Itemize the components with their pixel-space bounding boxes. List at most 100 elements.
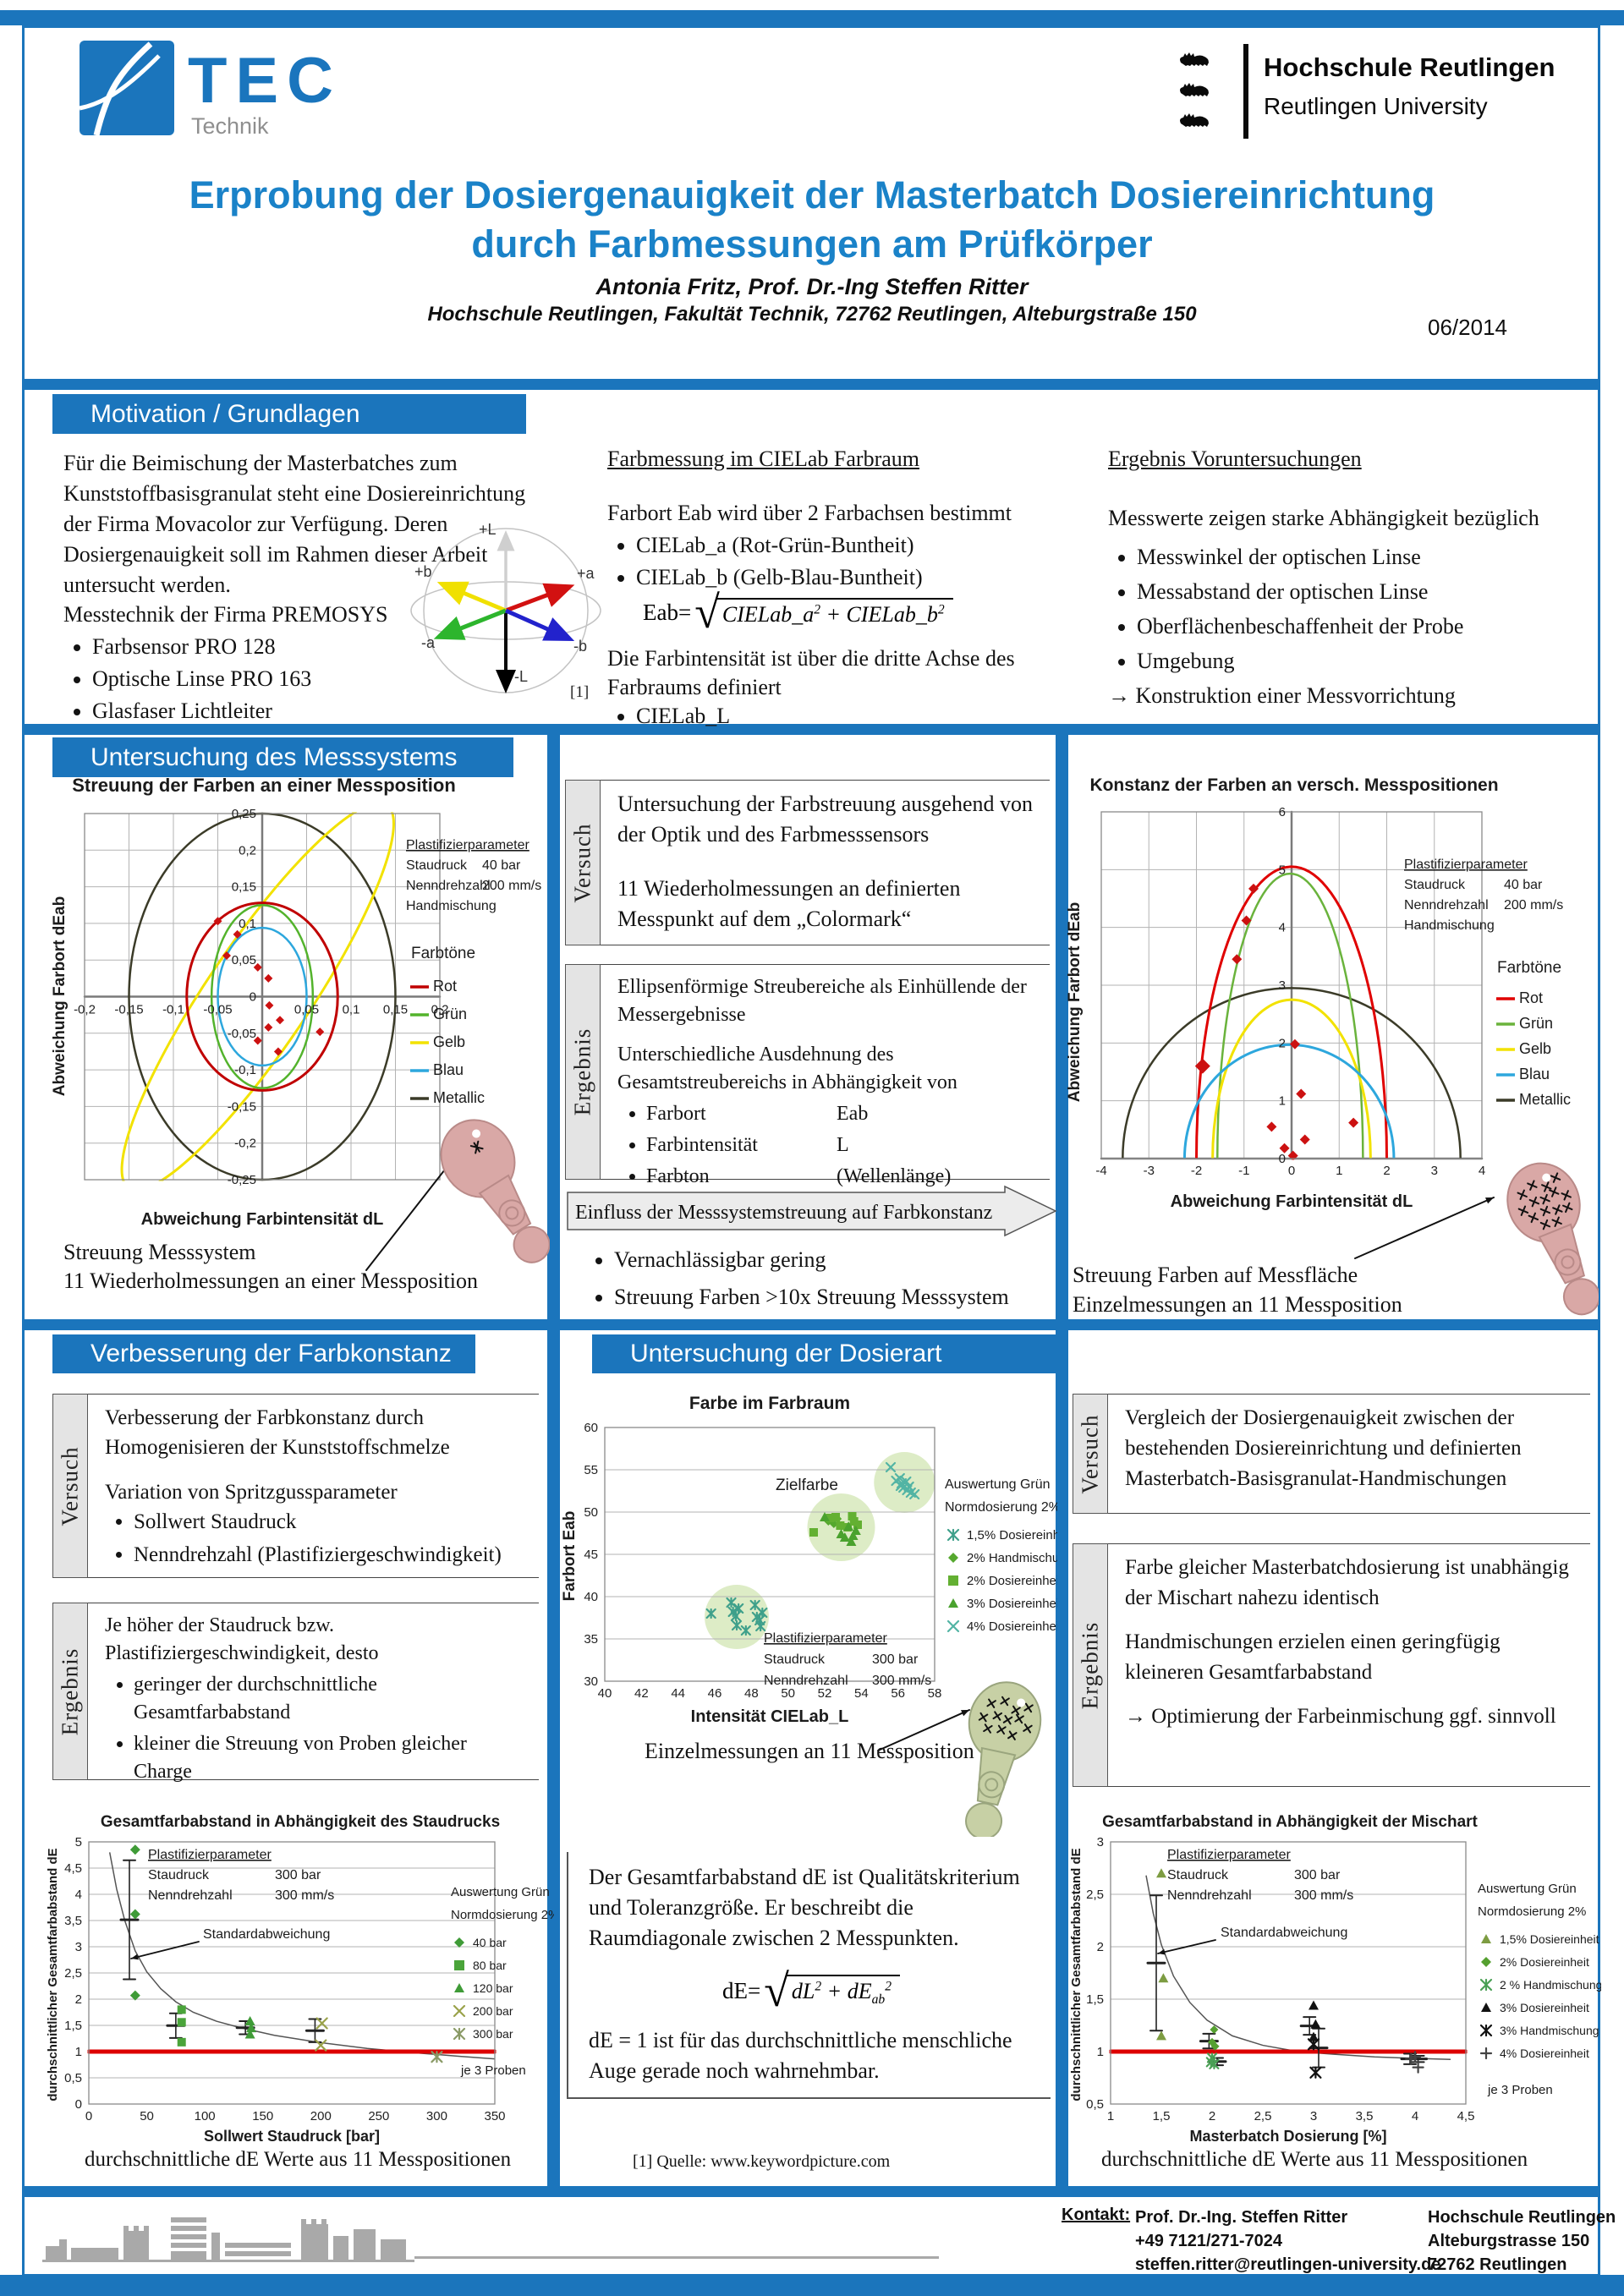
- chart-c-caption: Einzelmessungen an 11 Messposition: [645, 1739, 974, 1763]
- ergebnis-bullets: geringer der durchschnittliche Gesamtfar…: [105, 1671, 527, 1786]
- svg-text:2% Handmischung: 2% Handmischung: [967, 1551, 1057, 1565]
- cielab-sphere-figure: +L +b +a -a -b -L [1]: [396, 484, 620, 710]
- svg-text:3: 3: [1431, 1164, 1438, 1178]
- svg-text:3,5: 3,5: [1356, 2109, 1374, 2123]
- motivation-paragraph: Für die Beimischung der Masterbatches zu…: [63, 451, 526, 597]
- ergebnis-text: Unterschiedliche Ausdehnung des Gesamtst…: [617, 1044, 957, 1093]
- bullet-item: Glasfaser Lichtleiter: [92, 697, 566, 726]
- chart-staudruck: 0 50 100 150 200 250 300 350 0 0,5 1 1,5 2 2,5 3 3,5 4 4,…: [47, 1813, 554, 2145]
- svg-text:0,25: 0,25: [232, 807, 256, 821]
- svg-text:80 bar: 80 bar: [473, 1959, 507, 1972]
- svg-text:2: 2: [1279, 1036, 1286, 1050]
- svg-text:35: 35: [584, 1632, 598, 1647]
- svg-text:Staudruck: Staudruck: [148, 1868, 210, 1882]
- svg-text:2,5: 2,5: [1254, 2109, 1272, 2123]
- svg-text:3% Handmischung: 3% Handmischung: [1500, 2024, 1599, 2037]
- svg-text:Standardabweichung: Standardabweichung: [203, 1927, 330, 1942]
- svg-text:30: 30: [584, 1674, 598, 1689]
- address-city: 72762 Reutlingen: [1428, 2255, 1567, 2274]
- svg-text:4: 4: [1479, 1164, 1485, 1178]
- svg-text:Nenndrehzahl: Nenndrehzahl: [406, 879, 491, 893]
- svg-text:3: 3: [1097, 1835, 1104, 1849]
- vertical-divider-left: [547, 735, 560, 2186]
- test-specimen-icon: [365, 1119, 550, 1271]
- svg-text:48: 48: [744, 1686, 759, 1701]
- svg-text:-0,15: -0,15: [114, 1003, 143, 1017]
- svg-text:40: 40: [584, 1590, 598, 1604]
- svg-text:1,5% Dosiereinheit: 1,5% Dosiereinheit: [1500, 1932, 1599, 1946]
- svg-text:2: 2: [1097, 1940, 1104, 1954]
- axis-label-minus-b: -b: [573, 638, 588, 655]
- svg-text:40 bar: 40 bar: [1504, 878, 1543, 892]
- svg-text:-0,1: -0,1: [234, 1063, 256, 1077]
- svg-text:2: 2: [1209, 2109, 1215, 2123]
- bullet-item: Vernachlässigbar gering: [614, 1243, 1088, 1277]
- svg-text:150: 150: [252, 2109, 273, 2123]
- section-title-farbkonstanz: Verbesserung der Farbkonstanz: [52, 1334, 475, 1373]
- svg-text:4% Dosiereinheit: 4% Dosiereinheit: [967, 1619, 1057, 1634]
- svg-text:1: 1: [1336, 1164, 1342, 1178]
- svg-text:Konstanz der Farben an versch.: Konstanz der Farben an versch. Messposit…: [1089, 775, 1498, 795]
- svg-text:Einfluss der Messsystemstreuun: Einfluss der Messsystemstreuung auf Farb…: [575, 1202, 992, 1224]
- poster-title-line2: durch Farbmessungen am Prüfkörper: [471, 222, 1153, 266]
- svg-text:Gesamtfarbabstand in Abhängigk: Gesamtfarbabstand in Abhängigkeit des St…: [101, 1813, 500, 1831]
- svg-text:Rot: Rot: [1519, 989, 1543, 1006]
- section-title-motivation: Motivation / Grundlagen: [52, 394, 526, 434]
- svg-text:45: 45: [584, 1548, 598, 1562]
- chart-konstanz-messpositionen: -4 -3 -2 -1 0 1 2 3 4 0 1 2 3 4 5 6 Konstanz der Farben …: [1067, 775, 1571, 1211]
- chart-b-caption: Streuung Farben auf Messfläche Einzelmess…: [1073, 1263, 1402, 1317]
- svg-text:Standardabweichung: Standardabweichung: [1221, 1926, 1347, 1940]
- cielab-paragraph1: Farbort Eab wird über 2 Farbachsen besti…: [607, 501, 1012, 525]
- chart-streuung-messposition: -0,2 -0,15 -0,1 -0,05 0,05 0,1 0,15 0,2 -0,25 -0,…: [52, 775, 541, 1229]
- svg-text:300 bar: 300 bar: [473, 2027, 513, 2041]
- versuch-label: Versuch: [52, 1394, 88, 1578]
- svg-text:Plastifizierparameter: Plastifizierparameter: [1167, 1848, 1292, 1862]
- bullet-item: Streuung Farben >10x Streuung Messsystem: [614, 1280, 1088, 1314]
- svg-text:Farbe im Farbraum: Farbe im Farbraum: [689, 1394, 850, 1413]
- poster-affiliation: Hochschule Reutlingen, Fakultät Technik,…: [427, 303, 1197, 326]
- influence-bullet-list: Vernachlässigbar gering Streuung Farben …: [585, 1243, 1088, 1318]
- ergebnis-text: Farbe gleicher Masterbatchdosierung ist …: [1125, 1556, 1569, 1609]
- motivation-heading2: Messtechnik der Firma PREMOSYS: [63, 602, 388, 627]
- tec-logo: [79, 41, 174, 136]
- bullet-item: Messabstand der optischen Linse: [1137, 576, 1619, 607]
- svg-text:-0,2: -0,2: [234, 1137, 256, 1151]
- svg-text:Metallic: Metallic: [433, 1089, 485, 1106]
- vorunt-bullet-list: Messwinkel der optischen Linse Messabsta…: [1108, 541, 1619, 680]
- svg-text:350: 350: [484, 2109, 505, 2123]
- ergebnis-box-farbkonstanz: Ergebnis Je höher der Staudruck bzw. Pla…: [52, 1603, 539, 1783]
- svg-text:Farbtöne: Farbtöne: [411, 945, 475, 962]
- svg-text:0,1: 0,1: [239, 917, 256, 931]
- cielab-heading: Farbmessung im CIELab Farbraum: [607, 447, 919, 471]
- svg-text:300 mm/s: 300 mm/s: [1294, 1888, 1353, 1903]
- bullet-item: Farbsensor PRO 128: [92, 633, 566, 661]
- test-specimen-green-icon: [877, 1681, 1042, 1837]
- svg-text:-4: -4: [1095, 1164, 1106, 1178]
- svg-text:200 bar: 200 bar: [473, 2004, 513, 2018]
- svg-text:-0,2: -0,2: [74, 1003, 96, 1017]
- poster-title-line1: Erprobung der Dosiergenauigkeit der Mast…: [189, 173, 1435, 216]
- contact-email[interactable]: steffen.ritter@reutlingen-university.de: [1135, 2255, 1441, 2274]
- svg-text:4,5: 4,5: [1457, 2109, 1475, 2123]
- section-title-messsystem: Untersuchung des Messsystems: [52, 737, 513, 777]
- svg-text:1: 1: [75, 2045, 82, 2059]
- versuch-label: Versuch: [565, 780, 601, 945]
- svg-text:Staudruck: Staudruck: [764, 1652, 826, 1667]
- svg-text:60: 60: [584, 1421, 598, 1435]
- bullet-item: Farbton(Wellenlänge): [646, 1163, 1038, 1191]
- bullet-item: Messwinkel der optischen Linse: [1137, 541, 1619, 573]
- eab-formula: Eab= √ CIELab_a2 + CIELab_b2: [643, 589, 953, 635]
- svg-text:3% Dosiereinheit: 3% Dosiereinheit: [1500, 2001, 1589, 2014]
- svg-text:120 bar: 120 bar: [473, 1981, 513, 1995]
- svg-text:Nenndrehzahl: Nenndrehzahl: [764, 1674, 848, 1688]
- svg-text:3: 3: [75, 1940, 82, 1954]
- svg-text:Handmischung: Handmischung: [1404, 918, 1495, 933]
- svg-text:Normdosierung 2%: Normdosierung 2%: [451, 1908, 554, 1922]
- svg-text:6: 6: [1279, 805, 1286, 819]
- svg-text:Plastifizierparameter: Plastifizierparameter: [406, 838, 530, 852]
- bullet-item: CIELab_a (Rot-Grün-Buntheit): [636, 531, 1097, 560]
- svg-text:Nenndrehzahl: Nenndrehzahl: [1404, 898, 1489, 912]
- svg-text:Blau: Blau: [1519, 1066, 1550, 1082]
- svg-text:3,5: 3,5: [64, 1914, 82, 1928]
